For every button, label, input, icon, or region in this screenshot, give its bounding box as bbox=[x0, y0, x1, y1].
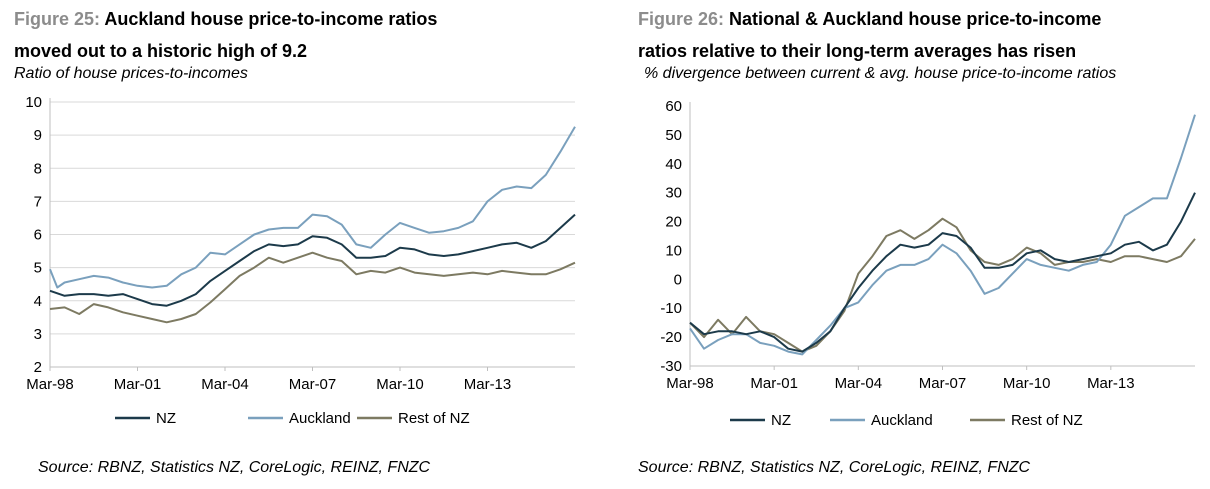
chart0-series-line-nz bbox=[49, 213, 576, 307]
figure-25-title-text: Auckland house price-to-income ratios bbox=[104, 9, 438, 29]
chart0-y-tick-label: 2 bbox=[34, 359, 42, 376]
chart0-y-tick-label: 8 bbox=[34, 160, 42, 177]
chart0-legend-label-rest: Rest of NZ bbox=[398, 410, 470, 427]
chart0-y-tick-label: 5 bbox=[34, 260, 42, 277]
figure-26-title-line-1: Figure 26: National & Auckland house pri… bbox=[638, 9, 1101, 30]
chart0-y-tick-label: 4 bbox=[34, 293, 42, 310]
figure-25-label: Figure 25: bbox=[14, 9, 101, 29]
chart0-x-tick-label: Mar-13 bbox=[464, 376, 512, 393]
chart1-legend-label-auckland: Auckland bbox=[871, 412, 933, 429]
chart1-series-line-rest bbox=[689, 217, 1196, 353]
figure-26-title-line-2: ratios relative to their long-term avera… bbox=[638, 41, 1077, 61]
chart0-series-line-auckland bbox=[49, 126, 576, 289]
chart1-y-tick-label: 10 bbox=[665, 242, 682, 259]
figure-25-title-line-2: moved out to a historic high of 9.2 bbox=[14, 41, 308, 61]
chart1-y-tick-label: 60 bbox=[665, 98, 682, 115]
chart0-series-line-rest bbox=[49, 251, 576, 324]
chart1-legend-label-nz: NZ bbox=[771, 412, 791, 429]
chart1-x-tick-label: Mar-04 bbox=[835, 375, 883, 392]
figure-26-panel: Figure 26: National & Auckland house pri… bbox=[620, 0, 1210, 489]
chart0-y-tick-label: 9 bbox=[34, 127, 42, 144]
figure-25-panel: Figure 25: Auckland house price-to-incom… bbox=[0, 0, 590, 489]
figure-25-chart: 2 3 4 5 6 7 8 9 10 Mar-98 Mar-01 Mar-04 Mar-07 Mar-10… bbox=[25, 94, 576, 427]
chart0-y-tick-label: 10 bbox=[25, 94, 42, 111]
chart0-x-tick-label: Mar-01 bbox=[114, 376, 162, 393]
chart1-series-line-auckland bbox=[689, 114, 1196, 356]
chart1-y-tick-label: 40 bbox=[665, 156, 682, 173]
chart1-y-tick-label: 50 bbox=[665, 127, 682, 144]
chart0-y-tick-label: 7 bbox=[34, 193, 42, 210]
chart1-x-tick-label: Mar-10 bbox=[1003, 375, 1051, 392]
chart0-x-tick-label: Mar-04 bbox=[201, 376, 249, 393]
chart0-y-tick-label: 3 bbox=[34, 326, 42, 343]
chart1-y-tick-label: -20 bbox=[660, 329, 682, 346]
chart1-x-tick-label: Mar-07 bbox=[919, 375, 967, 392]
chart1-legend-label-rest: Rest of NZ bbox=[1011, 412, 1083, 429]
figure-26-source: Source: RBNZ, Statistics NZ, CoreLogic, … bbox=[638, 459, 1031, 476]
figure-25-source: Source: RBNZ, Statistics NZ, CoreLogic, … bbox=[38, 459, 431, 476]
chart1-x-tick-label: Mar-13 bbox=[1087, 375, 1135, 392]
chart0-x-tick-label: Mar-10 bbox=[376, 376, 424, 393]
chart0-x-tick-label: Mar-07 bbox=[289, 376, 337, 393]
figure-26-subtitle: % divergence between current & avg. hous… bbox=[644, 65, 1117, 82]
figure-26-chart: -30 -20 -10 0 10 20 30 40 50 60 Mar-98 Mar-01 Mar-04… bbox=[660, 98, 1196, 429]
chart1-x-tick-label: Mar-98 bbox=[666, 375, 714, 392]
chart1-y-tick-label: 0 bbox=[674, 271, 682, 288]
figure-26-label: Figure 26: bbox=[638, 9, 725, 29]
chart1-y-tick-label: 30 bbox=[665, 185, 682, 202]
chart0-legend-label-nz: NZ bbox=[156, 410, 176, 427]
chart1-series-line-nz bbox=[689, 192, 1196, 353]
chart1-x-tick-label: Mar-01 bbox=[750, 375, 798, 392]
chart0-legend-label-auckland: Auckland bbox=[289, 410, 351, 427]
chart1-y-tick-label: -10 bbox=[660, 300, 682, 317]
figure-25-subtitle: Ratio of house prices-to-incomes bbox=[14, 65, 248, 82]
chart1-y-tick-label: 20 bbox=[665, 214, 682, 231]
chart1-y-tick-label: -30 bbox=[660, 358, 682, 375]
chart0-y-tick-label: 6 bbox=[34, 227, 42, 244]
figure-26-title-text: National & Auckland house price-to-incom… bbox=[729, 9, 1102, 29]
chart0-x-tick-label: Mar-98 bbox=[26, 376, 74, 393]
figure-25-title-line-1: Figure 25: Auckland house price-to-incom… bbox=[14, 9, 437, 30]
